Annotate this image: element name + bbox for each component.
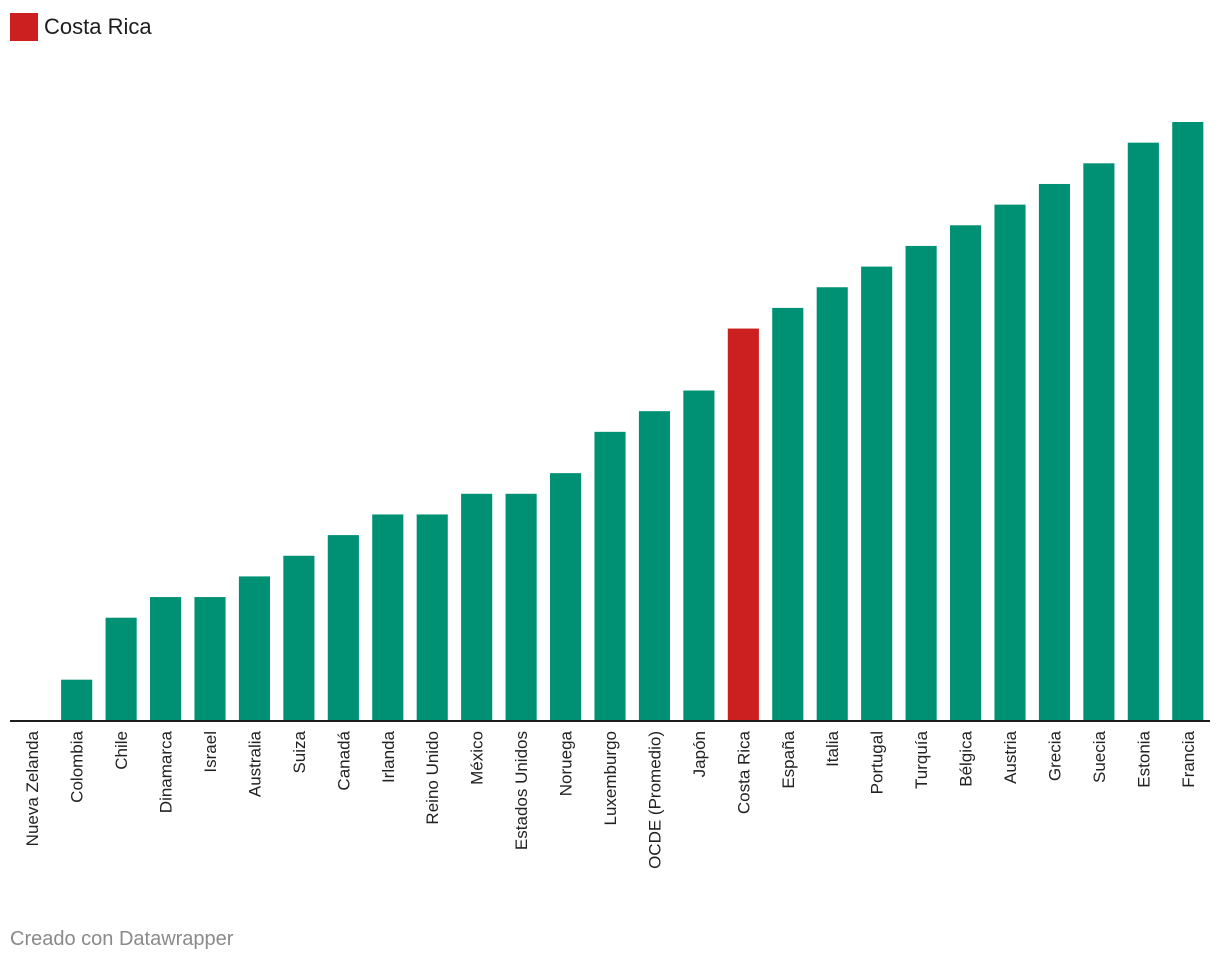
- legend-swatch: [10, 13, 38, 41]
- x-tick-label-costa-rica: Costa Rica: [734, 730, 753, 814]
- footer-credit: Creado con Datawrapper: [10, 928, 234, 950]
- x-tick-label-chile: Chile: [112, 731, 131, 770]
- bar-estados-unidos: [505, 493, 537, 721]
- x-tick-labels-group: Nueva Zelanda Colombia Chile Dinamarca Israe…: [23, 730, 1198, 868]
- x-tick-label-reino-unido: Reino Unido: [423, 731, 442, 825]
- x-tick-label-colombia: Colombia: [68, 730, 87, 802]
- bar-grecia: [1038, 183, 1070, 722]
- bar-belgica: [950, 225, 982, 721]
- x-tick-label-estados-unidos: Estados Unidos: [512, 731, 531, 850]
- x-tick-label-israel: Israel: [201, 731, 220, 773]
- bar-mexico: [461, 493, 493, 721]
- x-tick-label-irlanda: Irlanda: [379, 730, 398, 783]
- bar-italia: [816, 287, 848, 721]
- x-tick-label-estonia: Estonia: [1134, 730, 1153, 787]
- bar-portugal: [861, 266, 893, 721]
- x-tick-label-austria: Austria: [1001, 730, 1020, 783]
- bars-group: [61, 122, 1204, 722]
- bar-suecia: [1083, 163, 1115, 721]
- bar-noruega: [550, 473, 582, 721]
- bar-francia: [1172, 122, 1204, 721]
- bar-dinamarca: [150, 597, 182, 721]
- x-tick-label-nueva-zelanda: Nueva Zelanda: [23, 730, 42, 846]
- x-tick-label-mexico: México: [468, 731, 487, 785]
- x-tick-label-grecia: Grecia: [1045, 730, 1064, 781]
- bar-turquia: [905, 245, 937, 721]
- bar-israel: [194, 597, 226, 721]
- x-tick-label-japon: Japón: [690, 731, 709, 777]
- bar-reino-unido: [416, 514, 448, 721]
- bar-irlanda: [372, 514, 404, 721]
- x-tick-label-canada: Canadá: [334, 730, 353, 790]
- x-tick-label-australia: Australia: [245, 730, 264, 797]
- bar-japon: [683, 390, 715, 721]
- x-tick-label-luxemburgo: Luxemburgo: [601, 731, 620, 826]
- legend: Costa Rica: [10, 13, 152, 41]
- legend-label: Costa Rica: [44, 14, 152, 39]
- x-tick-label-italia: Italia: [823, 730, 842, 766]
- x-tick-label-espana: España: [779, 730, 798, 788]
- bar-ocde-promedio: [638, 411, 670, 721]
- bar-chile: [105, 617, 137, 721]
- bar-canada: [327, 535, 359, 721]
- x-tick-label-belgica: Bélgica: [957, 730, 976, 786]
- x-tick-label-portugal: Portugal: [868, 731, 887, 794]
- bar-suiza: [283, 555, 315, 721]
- bar-costa-rica: [727, 328, 759, 721]
- bar-austria: [994, 204, 1026, 721]
- bar-luxemburgo: [594, 431, 626, 721]
- x-tick-label-suiza: Suiza: [290, 730, 309, 773]
- x-tick-label-dinamarca: Dinamarca: [157, 730, 176, 813]
- x-tick-label-noruega: Noruega: [557, 730, 576, 796]
- bar-espana: [772, 307, 804, 721]
- bar-australia: [238, 576, 270, 721]
- bar-estonia: [1127, 142, 1159, 721]
- x-tick-label-turquia: Turquía: [912, 730, 931, 789]
- x-tick-label-suecia: Suecia: [1090, 730, 1109, 783]
- x-tick-label-francia: Francia: [1179, 730, 1198, 787]
- bar-colombia: [61, 679, 93, 721]
- x-tick-label-ocde-promedio: OCDE (Promedio): [645, 731, 664, 869]
